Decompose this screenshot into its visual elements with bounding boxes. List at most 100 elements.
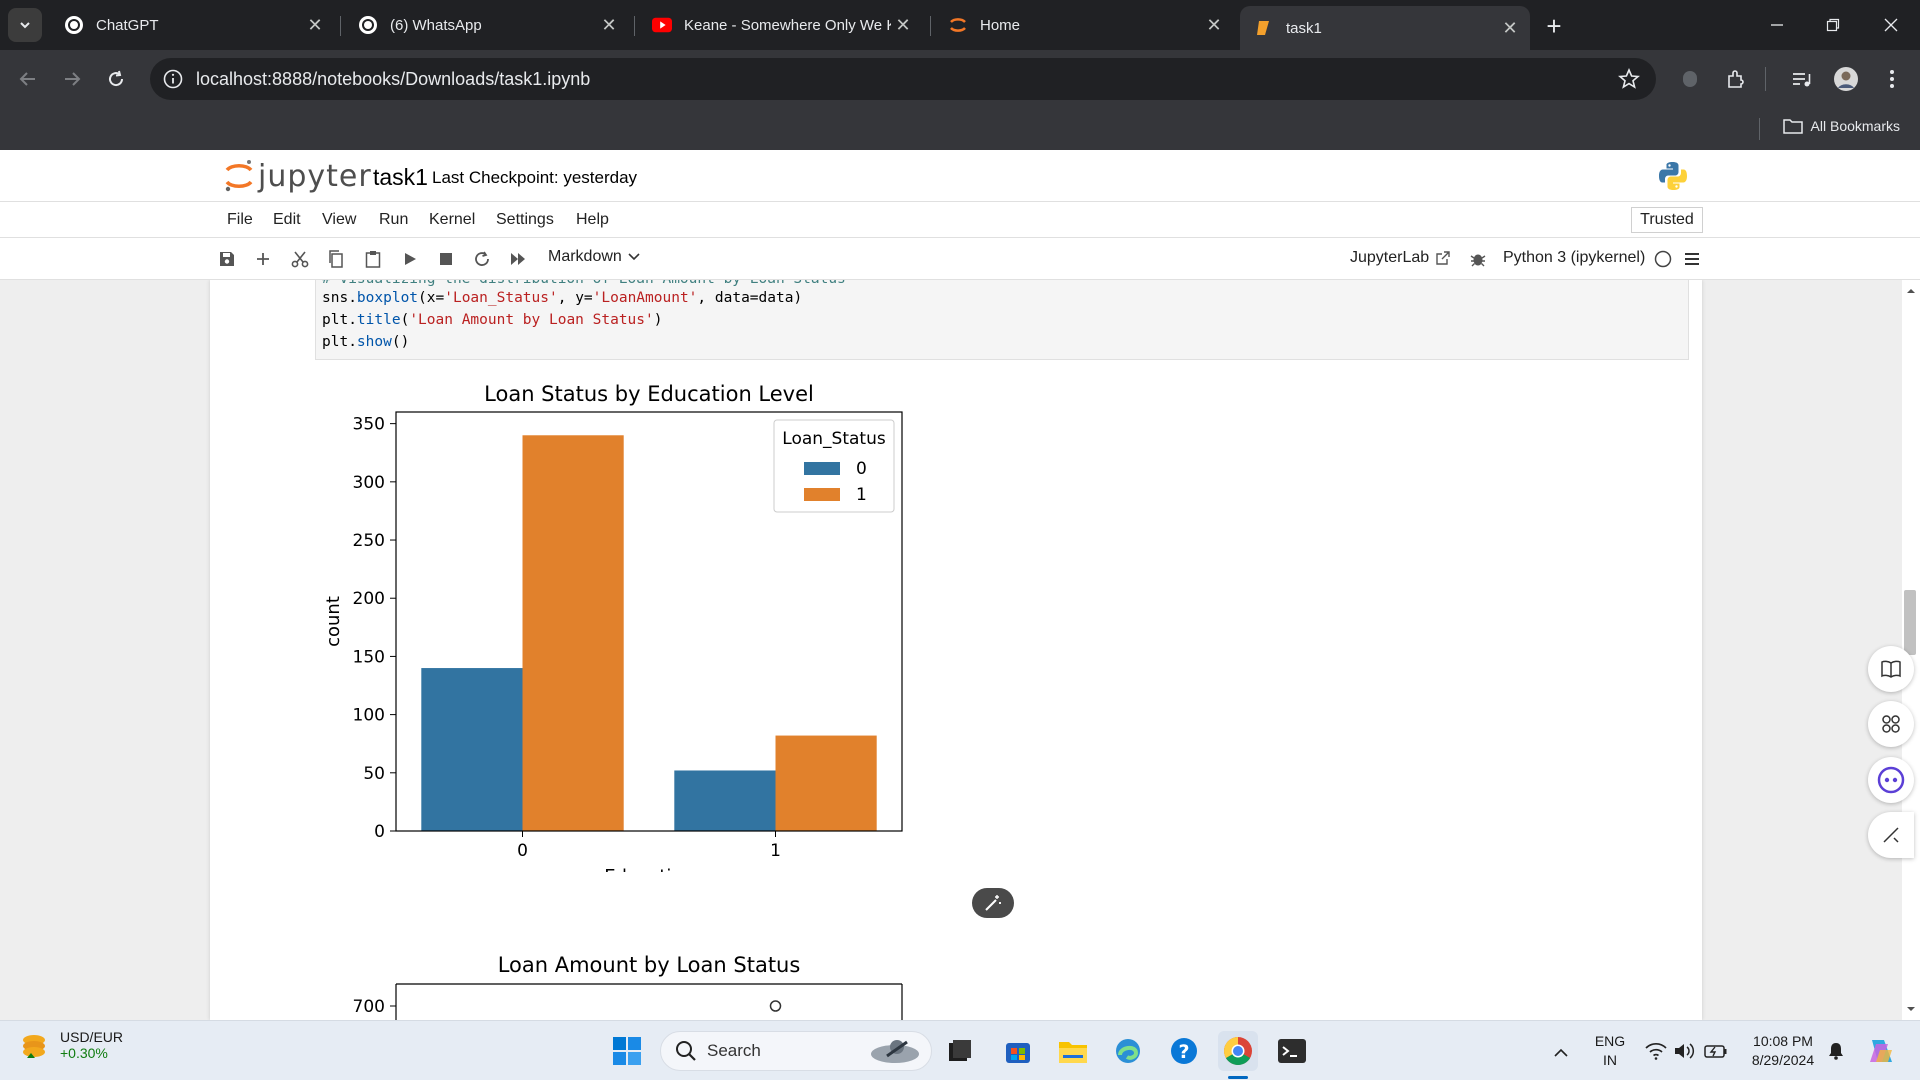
menu-edit[interactable]: Edit	[273, 211, 301, 229]
menu-hamburger-icon[interactable]	[1680, 247, 1704, 271]
puzzle-extensions-icon[interactable]	[1722, 65, 1750, 93]
magic-wand-button[interactable]	[972, 888, 1014, 918]
tab-home[interactable]: Home ✕	[934, 8, 1234, 42]
forward-button[interactable]	[56, 63, 88, 95]
menu-view[interactable]: View	[322, 211, 356, 229]
debugger-button[interactable]	[1466, 247, 1490, 271]
bookmarks-divider	[1759, 118, 1760, 140]
apps-shortcut-button[interactable]	[1868, 701, 1914, 747]
open-jupyterlab-link[interactable]: JupyterLab	[1350, 249, 1451, 267]
tab-whatsapp[interactable]: (6) WhatsApp ✕	[344, 8, 629, 42]
copilot-icon[interactable]	[1866, 1036, 1896, 1066]
folder-icon	[1783, 118, 1803, 134]
cut-button[interactable]	[288, 247, 312, 271]
windows-taskbar: USD/EUR +0.30% Search ? ENG IN 10:08 PM 8/…	[0, 1020, 1920, 1080]
notebook-name[interactable]: task1	[373, 164, 428, 191]
more-menu-icon[interactable]	[1878, 65, 1906, 93]
copy-button[interactable]	[324, 247, 348, 271]
reload-button[interactable]	[100, 63, 132, 95]
new-tab-button[interactable]: +	[1538, 10, 1570, 42]
volume-icon[interactable]	[1673, 1042, 1695, 1060]
close-tab-icon[interactable]: ✕	[597, 13, 621, 37]
minimize-button[interactable]	[1748, 0, 1806, 50]
notebook-area: # Visualizing the distribution of Loan A…	[0, 280, 1920, 1020]
currency-widget[interactable]: USD/EUR +0.30%	[20, 1029, 123, 1061]
chevron-up-icon[interactable]	[1553, 1046, 1569, 1058]
reader-mode-button[interactable]	[1868, 646, 1914, 692]
tab-search-button[interactable]	[8, 8, 42, 42]
all-bookmarks-button[interactable]: All Bookmarks	[1783, 118, 1900, 134]
browser-toolbar: localhost:8888/notebooks/Downloads/task1…	[0, 50, 1920, 108]
site-info-icon[interactable]	[162, 68, 184, 95]
code-cell[interactable]: # Visualizing the distribution of Loan A…	[315, 280, 1689, 360]
menu-kernel[interactable]: Kernel	[429, 211, 475, 229]
address-bar[interactable]: localhost:8888/notebooks/Downloads/task1…	[150, 58, 1656, 100]
paste-button[interactable]	[361, 247, 385, 271]
code-line-title: plt.title('Loan Amount by Loan Status')	[322, 312, 662, 328]
restore-icon	[1826, 18, 1840, 32]
menu-file[interactable]: File	[227, 211, 253, 229]
x-tick-label: 0	[517, 841, 528, 861]
stop-icon	[440, 253, 452, 265]
chevron-down-icon	[628, 252, 640, 262]
edge-app[interactable]	[1108, 1031, 1148, 1071]
bar-edu1-status0	[674, 770, 775, 831]
chart-title: Loan Amount by Loan Status	[498, 953, 801, 977]
battery-icon[interactable]	[1704, 1042, 1728, 1060]
run-cell-button[interactable]	[398, 247, 422, 271]
clock[interactable]: 10:08 PM 8/29/2024	[1738, 1032, 1828, 1070]
extension-icon[interactable]	[1676, 65, 1704, 93]
microsoft-store-app[interactable]	[998, 1031, 1038, 1071]
get-help-app[interactable]: ?	[1164, 1031, 1204, 1071]
menu-settings[interactable]: Settings	[496, 211, 554, 229]
side-panel-button[interactable]	[1868, 812, 1914, 858]
wifi-icon[interactable]	[1645, 1042, 1667, 1060]
scroll-up-arrow-icon[interactable]	[1902, 284, 1920, 298]
assistant-button[interactable]	[1868, 757, 1914, 803]
kernel-name[interactable]: Python 3 (ipykernel)	[1503, 249, 1645, 267]
start-button[interactable]	[607, 1031, 647, 1071]
menu-bar: File Edit View Run Kernel Settings Help …	[0, 202, 1920, 238]
close-tab-icon[interactable]: ✕	[891, 13, 915, 37]
store-icon	[1004, 1037, 1032, 1065]
code-line-show: plt.show()	[322, 334, 409, 350]
taskview-app[interactable]	[940, 1031, 980, 1071]
chrome-app[interactable]	[1218, 1031, 1258, 1071]
close-tab-icon[interactable]: ✕	[1202, 13, 1226, 37]
taskbar-search[interactable]: Search	[660, 1031, 932, 1071]
jupyter-logo[interactable]: jupyter	[224, 158, 372, 194]
interrupt-kernel-button[interactable]	[434, 247, 458, 271]
terminal-app[interactable]	[1272, 1031, 1312, 1071]
close-window-button[interactable]	[1862, 0, 1920, 50]
tab-youtube[interactable]: Keane - Somewhere Only We K ✕	[638, 8, 923, 42]
code-line-comment: # Visualizing the distribution of Loan A…	[322, 280, 846, 287]
notification-bell-icon[interactable]	[1826, 1041, 1846, 1061]
back-arrow-icon	[19, 70, 37, 88]
url-text[interactable]: localhost:8888/notebooks/Downloads/task1…	[196, 69, 590, 90]
bookmarks-bar: All Bookmarks	[0, 108, 1920, 150]
menu-run[interactable]: Run	[379, 211, 408, 229]
tab-chatgpt[interactable]: ChatGPT ✕	[50, 8, 335, 42]
back-button[interactable]	[12, 63, 44, 95]
trusted-indicator[interactable]: Trusted	[1631, 207, 1703, 233]
restore-button[interactable]	[1804, 0, 1862, 50]
save-button[interactable]	[215, 247, 239, 271]
close-tab-icon[interactable]: ✕	[303, 13, 327, 37]
scrollbar-thumb[interactable]	[1904, 590, 1916, 655]
bookmark-star-icon[interactable]	[1618, 68, 1640, 95]
tab-task1[interactable]: task1 ✕	[1240, 6, 1530, 50]
file-explorer-app[interactable]	[1053, 1031, 1093, 1071]
scroll-down-arrow-icon[interactable]	[1902, 1002, 1920, 1016]
profile-avatar[interactable]	[1832, 65, 1860, 93]
legend-swatch-0	[804, 462, 840, 475]
close-tab-icon[interactable]: ✕	[1498, 16, 1522, 40]
menu-help[interactable]: Help	[576, 211, 609, 229]
cell-type-dropdown[interactable]: Markdown	[548, 248, 640, 266]
legend-swatch-1	[804, 488, 840, 501]
y-tick-label: 250	[353, 531, 385, 551]
run-all-button[interactable]	[506, 247, 530, 271]
language-indicator[interactable]: ENG IN	[1592, 1032, 1628, 1070]
restart-kernel-button[interactable]	[470, 247, 494, 271]
media-control-icon[interactable]	[1788, 65, 1816, 93]
insert-cell-button[interactable]	[251, 247, 275, 271]
